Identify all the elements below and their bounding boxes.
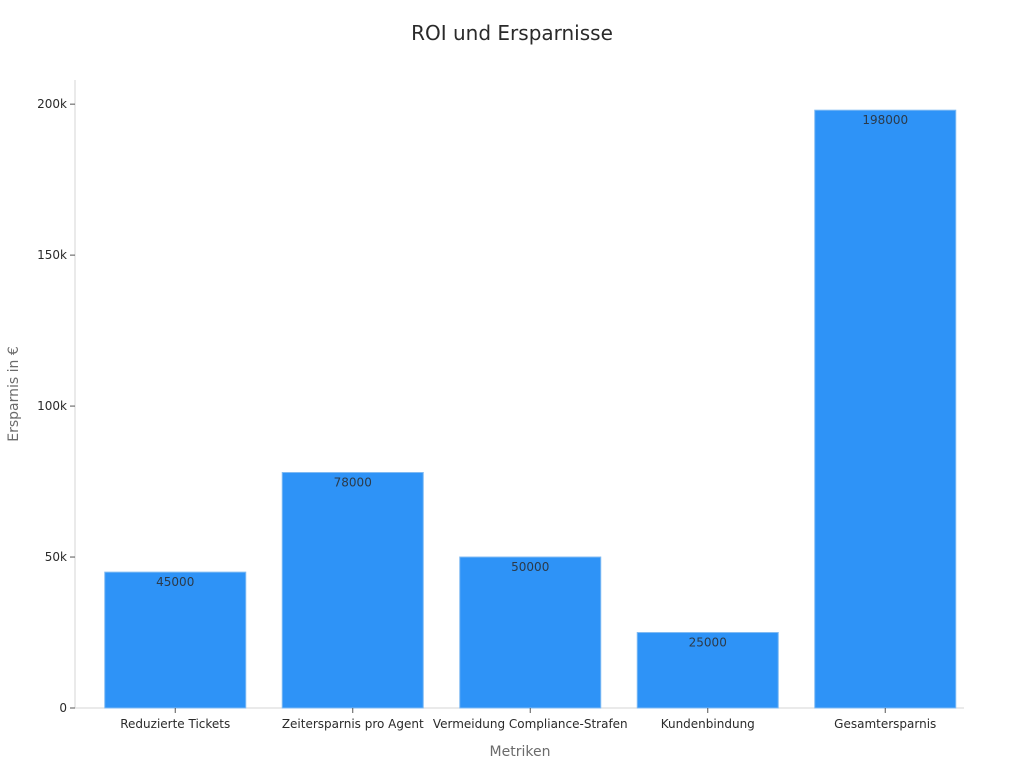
bar	[459, 556, 602, 709]
bar-value-label: 50000	[511, 560, 549, 574]
bar	[104, 571, 247, 709]
y-tick-label: 50k	[45, 550, 67, 564]
chart-title: ROI und Ersparnisse	[411, 21, 613, 45]
x-tick-label: Zeitersparnis pro Agent	[282, 717, 424, 731]
bar	[636, 632, 779, 709]
bars	[104, 109, 957, 709]
x-ticks: Reduzierte Tickets Zeitersparnis pro Agen…	[120, 708, 936, 731]
data-labels: 45000 78000 50000 25000 198000	[156, 113, 908, 649]
bar-value-label: 25000	[689, 636, 727, 650]
bar	[281, 472, 424, 709]
y-tick-label: 150k	[37, 248, 67, 262]
x-tick-label: Gesamtersparnis	[834, 717, 936, 731]
bar-value-label: 198000	[862, 113, 908, 127]
y-axis-title: Ersparnis in €	[6, 346, 22, 442]
y-tick-label: 0	[59, 701, 67, 715]
x-tick-label: Vermeidung Compliance-Strafen	[433, 717, 628, 731]
bar-value-label: 78000	[334, 476, 372, 490]
bar	[814, 109, 957, 709]
x-tick-label: Reduzierte Tickets	[120, 717, 230, 731]
bar-value-label: 45000	[156, 575, 194, 589]
x-axis-title: Metriken	[490, 744, 551, 760]
y-tick-label: 200k	[37, 97, 67, 111]
y-tick-label: 100k	[37, 399, 67, 413]
x-tick-label: Kundenbindung	[661, 717, 755, 731]
y-ticks: 0 50k 100k 150k 200k	[37, 97, 75, 715]
